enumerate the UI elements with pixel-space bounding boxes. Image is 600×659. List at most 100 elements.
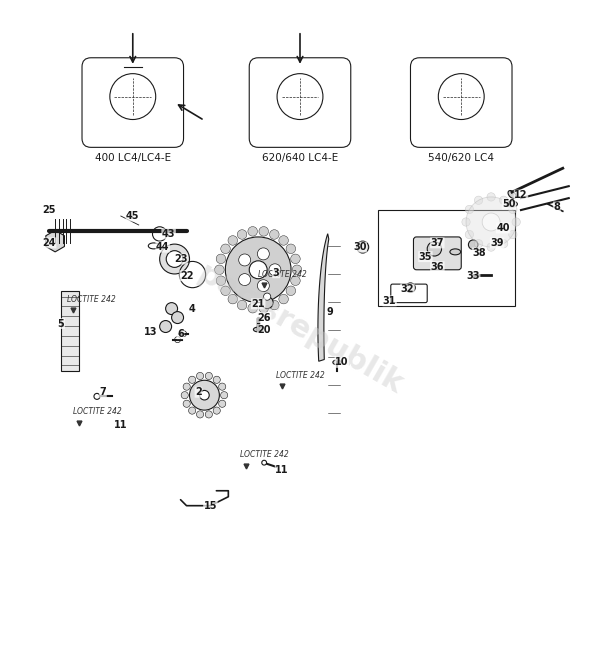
- Ellipse shape: [333, 360, 341, 364]
- Circle shape: [181, 391, 188, 399]
- Text: 8: 8: [553, 202, 560, 212]
- Text: 13: 13: [144, 328, 157, 337]
- Circle shape: [509, 231, 517, 239]
- Circle shape: [196, 411, 203, 418]
- Circle shape: [183, 383, 190, 390]
- Text: 23: 23: [174, 254, 187, 264]
- FancyBboxPatch shape: [249, 58, 351, 148]
- Text: 6: 6: [177, 329, 184, 339]
- Text: partsrepublik: partsrepublik: [192, 259, 408, 400]
- Circle shape: [175, 337, 181, 343]
- Circle shape: [439, 74, 484, 119]
- Circle shape: [269, 301, 279, 310]
- FancyBboxPatch shape: [410, 58, 512, 148]
- Circle shape: [257, 248, 269, 260]
- Circle shape: [166, 250, 183, 268]
- Circle shape: [239, 254, 251, 266]
- Circle shape: [216, 276, 226, 285]
- Text: 11: 11: [275, 465, 289, 475]
- Text: 39: 39: [490, 238, 504, 248]
- Circle shape: [487, 192, 495, 201]
- Text: 10: 10: [335, 357, 349, 367]
- Circle shape: [221, 244, 230, 254]
- Circle shape: [469, 240, 478, 250]
- Text: LOCTITE 242: LOCTITE 242: [240, 450, 289, 459]
- Circle shape: [166, 302, 178, 314]
- Circle shape: [465, 205, 473, 214]
- Text: 37: 37: [431, 238, 444, 248]
- Circle shape: [221, 286, 230, 295]
- Ellipse shape: [253, 327, 263, 332]
- Circle shape: [237, 230, 247, 239]
- Circle shape: [215, 265, 224, 275]
- Circle shape: [279, 236, 289, 245]
- Text: 5: 5: [58, 318, 64, 329]
- Circle shape: [188, 407, 196, 415]
- Circle shape: [248, 303, 257, 313]
- Text: 31: 31: [383, 296, 397, 306]
- Circle shape: [205, 372, 212, 380]
- Circle shape: [160, 244, 190, 274]
- FancyBboxPatch shape: [82, 58, 184, 148]
- Circle shape: [196, 372, 203, 380]
- Circle shape: [110, 74, 156, 119]
- Text: 25: 25: [43, 205, 56, 215]
- Circle shape: [216, 254, 226, 264]
- Circle shape: [512, 218, 520, 226]
- Text: 620/640 LC4-E: 620/640 LC4-E: [262, 154, 338, 163]
- Circle shape: [94, 393, 100, 399]
- Text: LOCTITE 242: LOCTITE 242: [67, 295, 115, 304]
- Text: 33: 33: [466, 271, 480, 281]
- Text: 400 LC4/LC4-E: 400 LC4/LC4-E: [95, 154, 171, 163]
- Text: 9: 9: [326, 306, 333, 316]
- Circle shape: [213, 376, 220, 384]
- Text: 40: 40: [496, 223, 510, 233]
- Circle shape: [221, 391, 228, 399]
- Text: 15: 15: [203, 501, 217, 511]
- Ellipse shape: [506, 201, 517, 207]
- Circle shape: [205, 411, 212, 418]
- Text: 22: 22: [180, 271, 193, 281]
- Circle shape: [218, 400, 226, 407]
- Circle shape: [226, 237, 291, 302]
- Text: 24: 24: [43, 238, 56, 248]
- Circle shape: [228, 236, 238, 245]
- Text: 45: 45: [126, 211, 140, 221]
- Circle shape: [499, 196, 508, 204]
- Circle shape: [261, 297, 273, 308]
- Circle shape: [290, 276, 300, 285]
- Text: 11: 11: [114, 420, 128, 430]
- Circle shape: [466, 197, 516, 247]
- Circle shape: [509, 205, 517, 214]
- Circle shape: [427, 242, 442, 256]
- Circle shape: [482, 213, 500, 231]
- Circle shape: [286, 244, 296, 254]
- Circle shape: [269, 230, 279, 239]
- Text: 21: 21: [251, 299, 265, 309]
- Text: 38: 38: [472, 248, 486, 258]
- Circle shape: [213, 407, 220, 415]
- Text: 540/620 LC4: 540/620 LC4: [428, 154, 494, 163]
- Circle shape: [259, 303, 268, 313]
- Text: 36: 36: [431, 262, 444, 272]
- Circle shape: [183, 400, 190, 407]
- Circle shape: [286, 286, 296, 295]
- FancyBboxPatch shape: [413, 237, 461, 270]
- Polygon shape: [46, 231, 64, 252]
- Text: 35: 35: [419, 252, 432, 262]
- Text: 2: 2: [195, 387, 202, 397]
- Circle shape: [181, 331, 187, 337]
- Circle shape: [200, 390, 209, 400]
- Circle shape: [475, 196, 483, 204]
- Circle shape: [499, 239, 508, 248]
- Circle shape: [279, 295, 289, 304]
- Circle shape: [262, 460, 266, 465]
- Ellipse shape: [508, 190, 516, 198]
- Circle shape: [188, 376, 196, 384]
- Circle shape: [172, 312, 184, 324]
- Text: 32: 32: [401, 284, 414, 294]
- Ellipse shape: [450, 249, 461, 255]
- Circle shape: [257, 279, 269, 292]
- Circle shape: [218, 383, 226, 390]
- Text: 4: 4: [189, 304, 196, 314]
